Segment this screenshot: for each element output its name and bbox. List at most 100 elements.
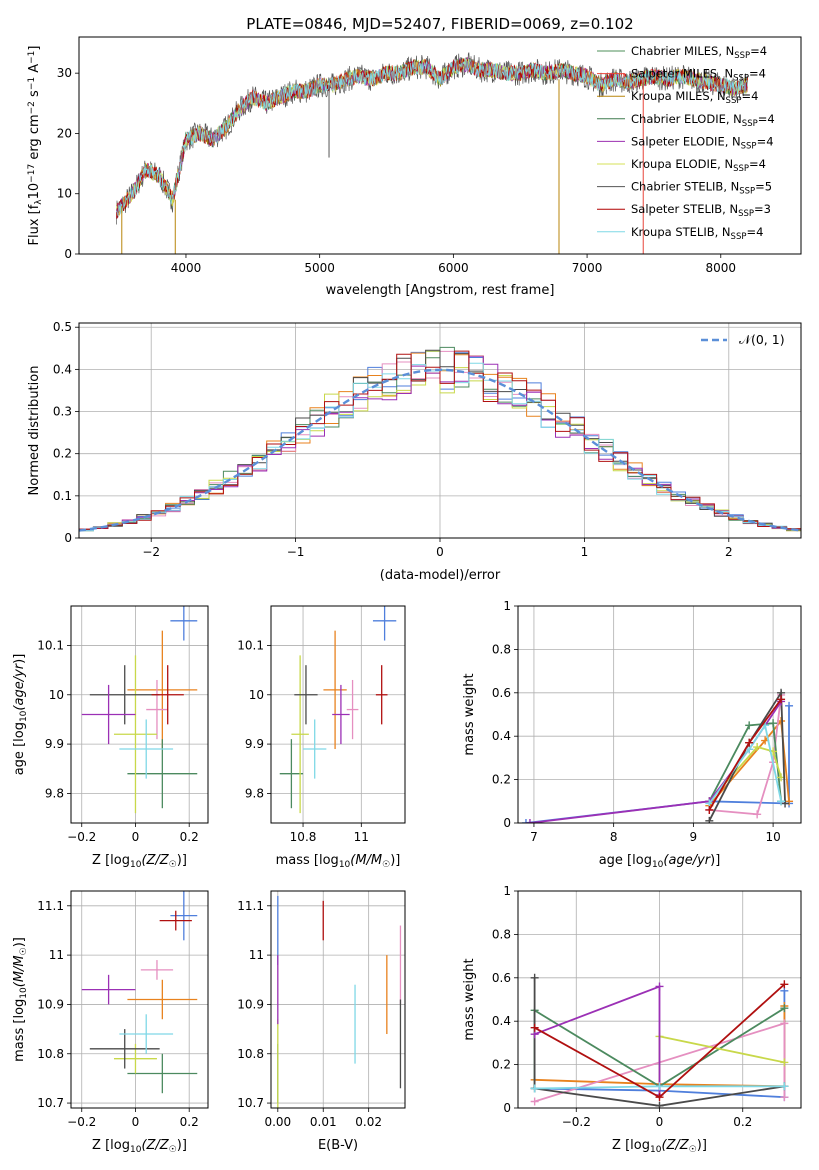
x-tick-label: 0 xyxy=(656,1115,664,1129)
chart-residuals: −2 −1 0 1 2 0 0.1 0.2 0.3 0.4 0.5 𝒩(0, 1) (data-mode… xyxy=(27,320,802,583)
plot-area xyxy=(277,895,402,1108)
y-tick-label: 0.4 xyxy=(53,362,72,376)
y-tick-label: 9.9 xyxy=(45,737,64,751)
x-axis-label-part: )] xyxy=(177,853,187,868)
y-axis-label-part: Flux [f xyxy=(27,204,42,245)
y-axis-label: Flux [fλ10−17 erg cm−2 s−1 A−1] xyxy=(27,46,44,246)
x-axis-label-part: ☉ xyxy=(169,1145,177,1155)
y-tick-label: 10 xyxy=(49,688,64,702)
legend-label-sub: SSP xyxy=(726,96,742,106)
weight-point-marker xyxy=(777,695,786,704)
y-tick-label: 0.2 xyxy=(53,447,72,461)
weight-point-marker xyxy=(780,1093,789,1102)
x-tick-label: 0 xyxy=(132,1115,140,1129)
weight-point-marker xyxy=(530,1084,539,1093)
x-axis-label-part: (age/yr xyxy=(663,853,711,868)
legend-label: Salpeter STELIB, NSSP=3 xyxy=(631,202,771,219)
legend-label-suffix: =5 xyxy=(755,180,772,194)
weight-point-marker xyxy=(769,719,778,728)
y-axis-label-part: −2 xyxy=(27,101,37,114)
x-tick-label: 11 xyxy=(354,830,369,844)
y-axis-label-part: ] xyxy=(27,46,42,51)
y-axis-label-part: −1 xyxy=(27,77,37,90)
legend-label-sub: SSP xyxy=(742,119,758,129)
plot-area xyxy=(116,52,748,254)
legend-label-suffix: =4 xyxy=(757,134,774,148)
legend-label-text: Chabrier MILES, N xyxy=(631,44,734,58)
y-axis-label-part: 10 xyxy=(27,183,42,200)
histogram-series xyxy=(79,350,801,530)
x-tick-label: 1 xyxy=(581,545,589,559)
y-tick-label: 1 xyxy=(503,599,511,613)
normal-curve xyxy=(79,368,801,532)
x-tick-label: 0.01 xyxy=(310,1115,337,1129)
legend-label-text: Kroupa ELODIE, N xyxy=(631,157,733,171)
y-axis-label: Normed distribution xyxy=(27,366,42,496)
x-axis-label-part: Z [log xyxy=(92,1138,130,1153)
legend-label-text: Kroupa STELIB, N xyxy=(631,225,731,239)
x-axis-label: age [log10(age/yr)] xyxy=(599,853,721,870)
y-axis-label-part: λ xyxy=(34,199,44,205)
y-axis-label-part: −1 xyxy=(27,51,37,64)
y-axis-label: mass weight xyxy=(462,958,477,1040)
weight-point-marker xyxy=(525,819,534,823)
x-tick-label: 4000 xyxy=(171,261,202,275)
weight-point-marker xyxy=(753,743,762,752)
x-tick-label: −0.2 xyxy=(562,1115,591,1129)
weight-point-marker xyxy=(530,1097,539,1106)
y-axis-label-part: ☉ xyxy=(19,947,29,955)
x-axis-label-part: )] xyxy=(177,1138,187,1153)
legend-label: Kroupa ELODIE, NSSP=4 xyxy=(631,157,766,174)
y-tick-label: 10.8 xyxy=(37,1047,64,1061)
y-tick-label: 0.2 xyxy=(492,1058,511,1072)
weight-point-marker xyxy=(655,1082,664,1091)
x-tick-label: 7000 xyxy=(572,261,603,275)
weight-point-marker xyxy=(705,805,714,814)
y-axis-label: mass weight xyxy=(462,673,477,755)
weight-point-marker xyxy=(780,1082,789,1091)
x-axis-label: Z [log10(Z/Z☉)] xyxy=(92,1138,187,1155)
y-tick-label: 0.8 xyxy=(492,927,511,941)
x-tick-label: 0 xyxy=(436,545,444,559)
weight-point-marker xyxy=(530,1023,539,1032)
weight-series-line xyxy=(708,689,786,822)
legend-label-sub: SSP xyxy=(733,74,749,84)
y-tick-label: 30 xyxy=(57,66,72,80)
weight-point-marker xyxy=(705,816,714,823)
spectrum-line xyxy=(116,58,748,217)
y-tick-label: 0.1 xyxy=(53,489,72,503)
y-axis-label: age [log10(age/yr)] xyxy=(12,654,29,776)
legend-label-sub: SSP xyxy=(741,141,757,151)
legend-label-text: Salpeter MILES, N xyxy=(631,67,733,81)
y-tick-label: 10.1 xyxy=(237,638,264,652)
x-axis-label: Z [log10(Z/Z☉)] xyxy=(612,1138,707,1155)
weight-series-line xyxy=(534,985,661,1095)
y-tick-label: 20 xyxy=(57,126,72,140)
figure-title: PLATE=0846, MJD=52407, FIBERID=0069, z=0… xyxy=(246,15,633,33)
weight-point-marker xyxy=(777,797,786,806)
y-axis-label-part: 10 xyxy=(19,710,29,722)
y-tick-label: 9.9 xyxy=(245,737,264,751)
x-axis-label: wavelength [Angstrom, rest frame] xyxy=(326,283,555,298)
x-axis-label: (data-model)/error xyxy=(380,568,501,583)
y-tick-label: 10.1 xyxy=(37,638,64,652)
y-tick-label: 10.9 xyxy=(237,997,264,1011)
y-axis-label-part: erg cm xyxy=(27,114,42,163)
x-tick-label: 10.8 xyxy=(290,830,317,844)
y-tick-label: 11 xyxy=(49,948,64,962)
legend-label-suffix: =4 xyxy=(749,67,766,81)
legend-label: Salpeter ELODIE, NSSP=4 xyxy=(631,134,774,151)
x-tick-label: 6000 xyxy=(438,261,469,275)
legend-label-suffix: =4 xyxy=(746,225,763,239)
x-axis-label-part: (Z/Z xyxy=(141,1138,169,1153)
weight-point-marker xyxy=(655,1093,664,1102)
y-tick-label: 10.7 xyxy=(237,1096,264,1110)
y-tick-label: 10.9 xyxy=(37,997,64,1011)
chart-mass_vs_ebv: 0.00 0.01 0.02 10.7 10.8 10.9 11 11.1 E(B-V) xyxy=(237,890,406,1153)
legend-label-suffix: =4 xyxy=(741,89,758,103)
y-tick-label: 0 xyxy=(503,816,511,830)
x-axis-label-part: (Z/Z xyxy=(141,853,169,868)
y-axis-label-part: )] xyxy=(12,654,27,664)
